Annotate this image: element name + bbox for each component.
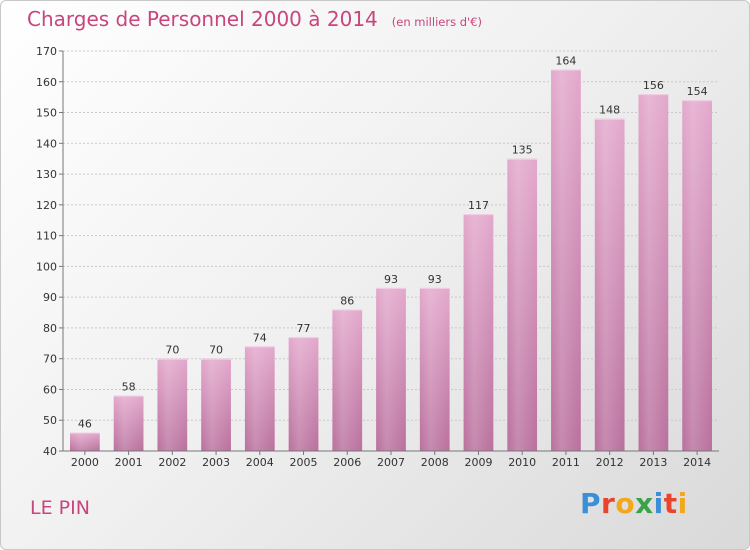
bar-value-label: 58: [122, 381, 136, 394]
y-tick-label: 50: [43, 414, 57, 427]
x-tick-label: 2013: [639, 456, 667, 469]
x-tick-label: 2008: [421, 456, 449, 469]
logo-letter: x: [635, 487, 654, 520]
y-tick-label: 160: [36, 76, 57, 89]
x-tick-label: 2012: [596, 456, 624, 469]
y-tick-label: 170: [36, 45, 57, 58]
y-tick-label: 130: [36, 168, 57, 181]
logo-letter: i: [677, 487, 688, 520]
bar-highlight: [69, 432, 100, 451]
bar-highlight: [507, 158, 538, 451]
logo-letter: t: [663, 487, 678, 520]
bar-value-label: 148: [599, 104, 620, 117]
bar-value-label: 164: [555, 54, 576, 67]
bar-value-label: 135: [512, 144, 533, 157]
logo-letter: i: [653, 487, 664, 520]
x-tick-label: 2003: [202, 456, 230, 469]
bar-highlight: [244, 346, 275, 451]
y-tick-label: 140: [36, 137, 57, 150]
bar-highlight: [551, 69, 581, 451]
bar-value-label: 77: [297, 322, 311, 335]
y-tick-label: 120: [36, 199, 57, 212]
x-tick-label: 2006: [333, 456, 361, 469]
bar-highlight: [682, 100, 713, 451]
bar-highlight: [201, 358, 231, 451]
bar-value-label: 154: [687, 85, 708, 98]
y-tick-label: 80: [43, 322, 57, 335]
bar-value-label: 93: [428, 273, 442, 286]
bar-highlight: [638, 94, 669, 452]
bar-highlight: [332, 309, 363, 451]
x-tick-label: 2010: [508, 456, 536, 469]
x-tick-label: 2004: [246, 456, 274, 469]
x-tick-label: 2009: [464, 456, 492, 469]
bar-value-label: 70: [209, 344, 223, 357]
x-tick-label: 2011: [552, 456, 580, 469]
bar-value-label: 93: [384, 273, 398, 286]
x-tick-label: 2000: [71, 456, 99, 469]
bar-value-label: 46: [78, 418, 92, 431]
bar-highlight: [376, 287, 406, 451]
logo-letter: P: [580, 487, 602, 520]
commune-name: LE PIN: [30, 497, 90, 519]
chart-title: Charges de Personnel 2000 à 2014 (en mill…: [27, 7, 482, 31]
y-tick-label: 150: [36, 107, 57, 120]
bar-highlight: [113, 395, 144, 451]
proxiti-logo: Proxiti: [580, 487, 688, 520]
logo-letter: o: [615, 487, 636, 520]
x-tick-label: 2007: [377, 456, 405, 469]
bar-value-label: 86: [340, 294, 354, 307]
x-tick-label: 2002: [158, 456, 186, 469]
bar-value-label: 156: [643, 79, 664, 92]
chart-title-text: Charges de Personnel 2000 à 2014: [27, 7, 378, 31]
y-tick-label: 40: [43, 445, 57, 458]
bar-highlight: [157, 358, 188, 451]
bar-value-label: 74: [253, 331, 267, 344]
bar-highlight: [419, 287, 450, 451]
bar-highlight: [463, 214, 494, 451]
chart-subtitle: (en milliers d'€): [391, 15, 482, 29]
bar-highlight: [288, 337, 319, 451]
y-tick-label: 110: [36, 230, 57, 243]
x-tick-label: 2005: [290, 456, 318, 469]
bar-highlight: [594, 118, 625, 451]
x-tick-label: 2001: [115, 456, 143, 469]
bar-value-label: 70: [165, 344, 179, 357]
y-tick-label: 60: [43, 383, 57, 396]
x-tick-label: 2014: [683, 456, 711, 469]
bar-value-label: 117: [468, 199, 489, 212]
logo-letter: r: [601, 487, 616, 520]
y-tick-label: 70: [43, 353, 57, 366]
y-tick-label: 90: [43, 291, 57, 304]
y-tick-label: 100: [36, 260, 57, 273]
